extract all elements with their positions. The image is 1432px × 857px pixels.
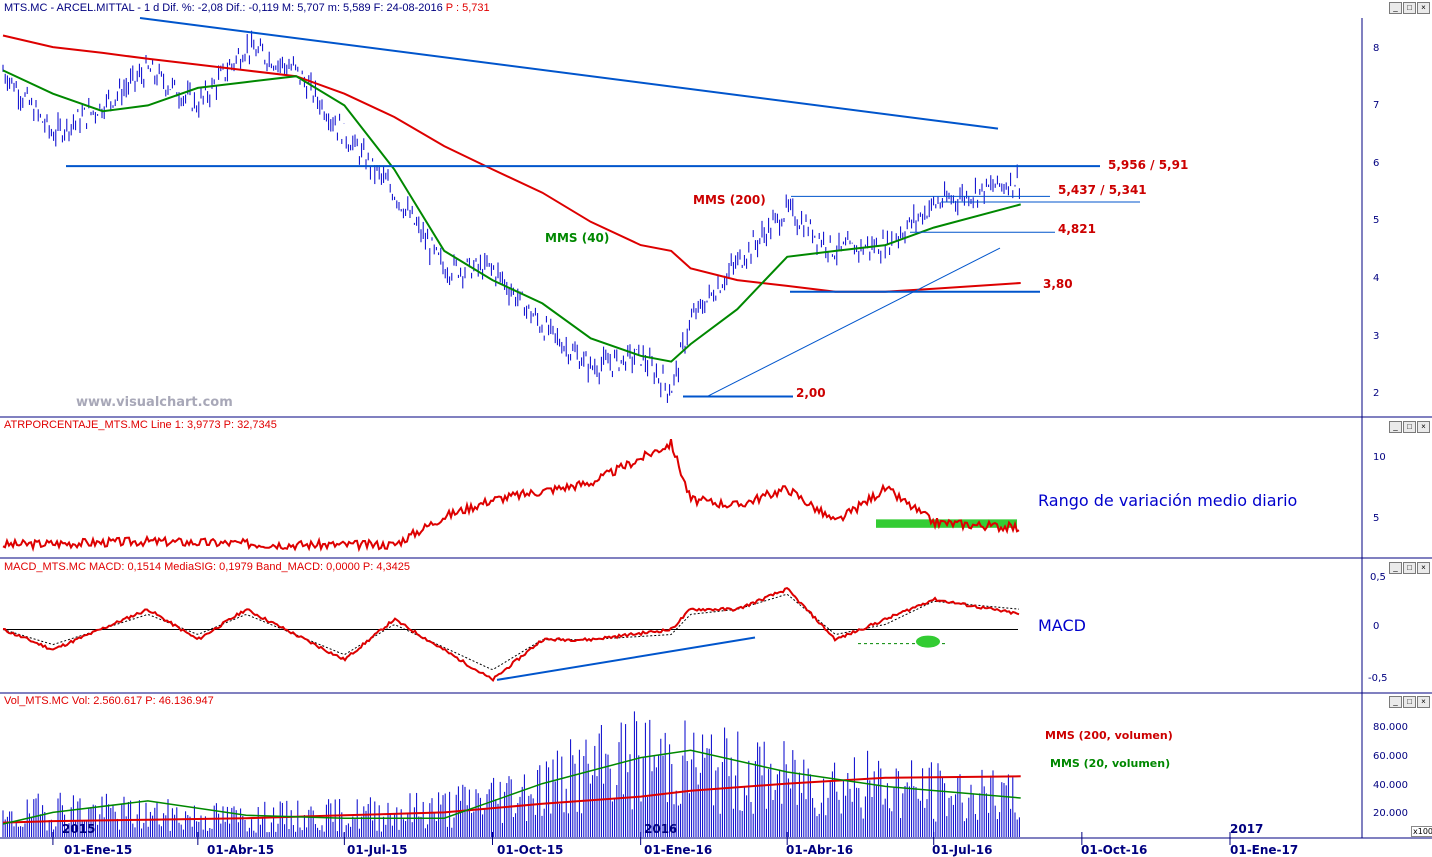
x-tick-label: 01-Jul-16 bbox=[932, 843, 993, 857]
macd-line bbox=[2, 587, 1020, 683]
downtrend-line bbox=[139, 17, 999, 130]
vol-window-controls: _ □ × bbox=[1389, 696, 1430, 708]
level-label-5437: 5,437 / 5,341 bbox=[1058, 183, 1147, 197]
y-tick: 3 bbox=[1373, 331, 1380, 342]
macd-signal-line bbox=[2, 593, 1020, 671]
vol-panel-header: Vol_MTS.MC Vol: 2.560.617 P: 46.136.947 bbox=[4, 695, 214, 707]
year-label: 2016 bbox=[644, 822, 678, 836]
maximize-icon[interactable]: □ bbox=[1403, 2, 1416, 14]
atr-line bbox=[2, 438, 1020, 553]
vol-mms20-line bbox=[2, 749, 1021, 825]
y-tick: 20.000 bbox=[1373, 808, 1408, 819]
level-label-380: 3,80 bbox=[1043, 277, 1073, 291]
vol-scale-badge: x100 bbox=[1411, 826, 1432, 837]
y-tick: 0,5 bbox=[1370, 572, 1386, 583]
y-tick: 10 bbox=[1373, 452, 1386, 463]
mms40-line bbox=[2, 69, 1021, 363]
y-tick: 5 bbox=[1373, 215, 1380, 226]
x-tick-label: 01-Ene-15 bbox=[64, 843, 133, 857]
vol-mms200-line bbox=[2, 775, 1021, 824]
close-icon[interactable]: × bbox=[1417, 2, 1430, 14]
y-tick: 0 bbox=[1373, 621, 1380, 632]
close-icon[interactable]: × bbox=[1417, 562, 1430, 574]
minimize-icon[interactable]: _ bbox=[1389, 421, 1402, 433]
macd-panel-header: MACD_MTS.MC MACD: 0,1514 MediaSIG: 0,197… bbox=[4, 561, 410, 573]
x-tick-label: 01-Ene-16 bbox=[644, 843, 713, 857]
year-label: 2015 bbox=[62, 822, 96, 836]
minimize-icon[interactable]: _ bbox=[1389, 2, 1402, 14]
level-label-4821: 4,821 bbox=[1058, 222, 1096, 236]
macd-window-controls: _ □ × bbox=[1389, 562, 1430, 574]
y-tick: 40.000 bbox=[1373, 780, 1408, 791]
vol-mms20-label: MMS (20, volumen) bbox=[1050, 757, 1171, 770]
x-tick-label: 01-Jul-15 bbox=[347, 843, 408, 857]
close-icon[interactable]: × bbox=[1417, 696, 1430, 708]
level-label-200: 2,00 bbox=[796, 386, 826, 400]
macd-description: MACD bbox=[1038, 616, 1086, 635]
price-panel-header: MTS.MC - ARCEL.MITTAL - 1 d Dif. %: -2,0… bbox=[4, 2, 490, 14]
y-tick: 7 bbox=[1373, 100, 1380, 111]
y-tick: 8 bbox=[1373, 43, 1380, 54]
maximize-icon[interactable]: □ bbox=[1403, 421, 1416, 433]
uptrend-line bbox=[706, 247, 1001, 397]
x-tick-label: 01-Oct-15 bbox=[497, 843, 564, 857]
y-tick: 80.000 bbox=[1373, 722, 1408, 733]
y-tick: 2 bbox=[1373, 388, 1380, 399]
x-tick-label: 01-Oct-16 bbox=[1081, 843, 1148, 857]
y-tick: 60.000 bbox=[1373, 751, 1408, 762]
watermark: www.visualchart.com bbox=[76, 395, 233, 410]
y-tick: 5 bbox=[1373, 513, 1380, 524]
x-tick-label: 01-Abr-15 bbox=[207, 843, 275, 857]
atr-panel-header: ATRPORCENTAJE_MTS.MC Line 1: 3,9773 P: 3… bbox=[4, 419, 277, 431]
year-label: 2017 bbox=[1230, 822, 1264, 836]
atr-window-controls: _ □ × bbox=[1389, 421, 1430, 433]
y-tick: 4 bbox=[1373, 273, 1380, 284]
atr-description: Rango de variación medio diario bbox=[1038, 491, 1298, 510]
minimize-icon[interactable]: _ bbox=[1389, 562, 1402, 574]
maximize-icon[interactable]: □ bbox=[1403, 562, 1416, 574]
y-tick: -0,5 bbox=[1368, 673, 1388, 684]
maximize-icon[interactable]: □ bbox=[1403, 696, 1416, 708]
mms40-label: MMS (40) bbox=[545, 231, 610, 245]
macd-cross-marker bbox=[916, 635, 940, 648]
close-icon[interactable]: × bbox=[1417, 421, 1430, 433]
level-label-5956: 5,956 / 5,91 bbox=[1108, 158, 1189, 172]
minimize-icon[interactable]: _ bbox=[1389, 696, 1402, 708]
mms200-label: MMS (200) bbox=[693, 193, 766, 207]
x-tick-label: 01-Abr-16 bbox=[786, 843, 854, 857]
macd-trend-line bbox=[496, 636, 756, 681]
x-tick-label: 01-Ene-17 bbox=[1230, 843, 1299, 857]
price-window-controls: _ □ × bbox=[1389, 2, 1430, 14]
y-tick: 6 bbox=[1373, 158, 1380, 169]
mms200-line bbox=[2, 34, 1021, 293]
vol-mms200-label: MMS (200, volumen) bbox=[1045, 729, 1173, 742]
